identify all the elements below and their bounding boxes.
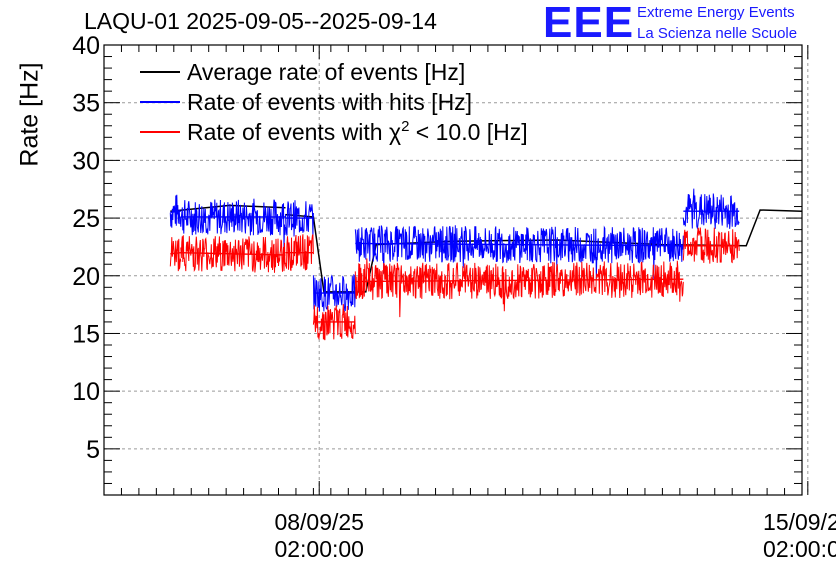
grid-lines [104, 44, 809, 495]
series-line-chi2 [312, 304, 356, 341]
series-line-hits [180, 198, 286, 250]
plot-frame [103, 44, 803, 496]
legend-label: Rate of events with χ2 < 10.0 [Hz] [187, 118, 528, 145]
legend: Average rate of events [Hz] Rate of event… [140, 59, 528, 145]
x-tick-date: 15/09/25 [763, 509, 836, 535]
series-layer [169, 188, 803, 341]
y-tick-label: 35 [72, 90, 100, 118]
logo-line-1: Extreme Energy Events [637, 4, 795, 21]
legend-label: Rate of events with hits [Hz] [187, 89, 472, 115]
y-tick-label: 25 [72, 205, 100, 233]
series-line-hits [682, 188, 740, 230]
series-center-line [355, 242, 684, 247]
series-line-hits [312, 273, 356, 312]
series-line-chi2 [354, 258, 684, 318]
y-tick-label: 20 [72, 263, 100, 291]
y-tick-label: 5 [86, 436, 100, 464]
logo-line-2: La Scienza nelle Scuole [637, 25, 798, 42]
series-center-line [170, 251, 181, 255]
eee-logo: EEE [543, 0, 635, 47]
y-tick-label: 10 [72, 378, 100, 406]
series-center-line [355, 278, 684, 283]
x-tick-date: 08/09/25 [274, 509, 364, 535]
series-center-line [170, 210, 181, 214]
y-tick-label: 40 [72, 32, 100, 60]
series-line-hits [285, 200, 314, 237]
series-line-chi2 [285, 234, 314, 271]
x-tick-time: 02:00:00 [763, 536, 836, 562]
x-tick-time: 02:00:00 [274, 536, 364, 562]
chart-title: LAQU-01 2025-09-05--2025-09-14 [84, 8, 437, 34]
series-line-hits [354, 225, 684, 280]
series-line-chi2 [169, 237, 182, 272]
axes: 51015202530354008/09/2502:00:0015/09/250… [72, 32, 836, 562]
y-tick-label: 30 [72, 147, 100, 175]
series-center-line [180, 251, 286, 256]
legend-label: Average rate of events [Hz] [187, 59, 465, 85]
y-tick-label: 15 [72, 320, 100, 348]
series-line-chi2 [180, 235, 286, 273]
